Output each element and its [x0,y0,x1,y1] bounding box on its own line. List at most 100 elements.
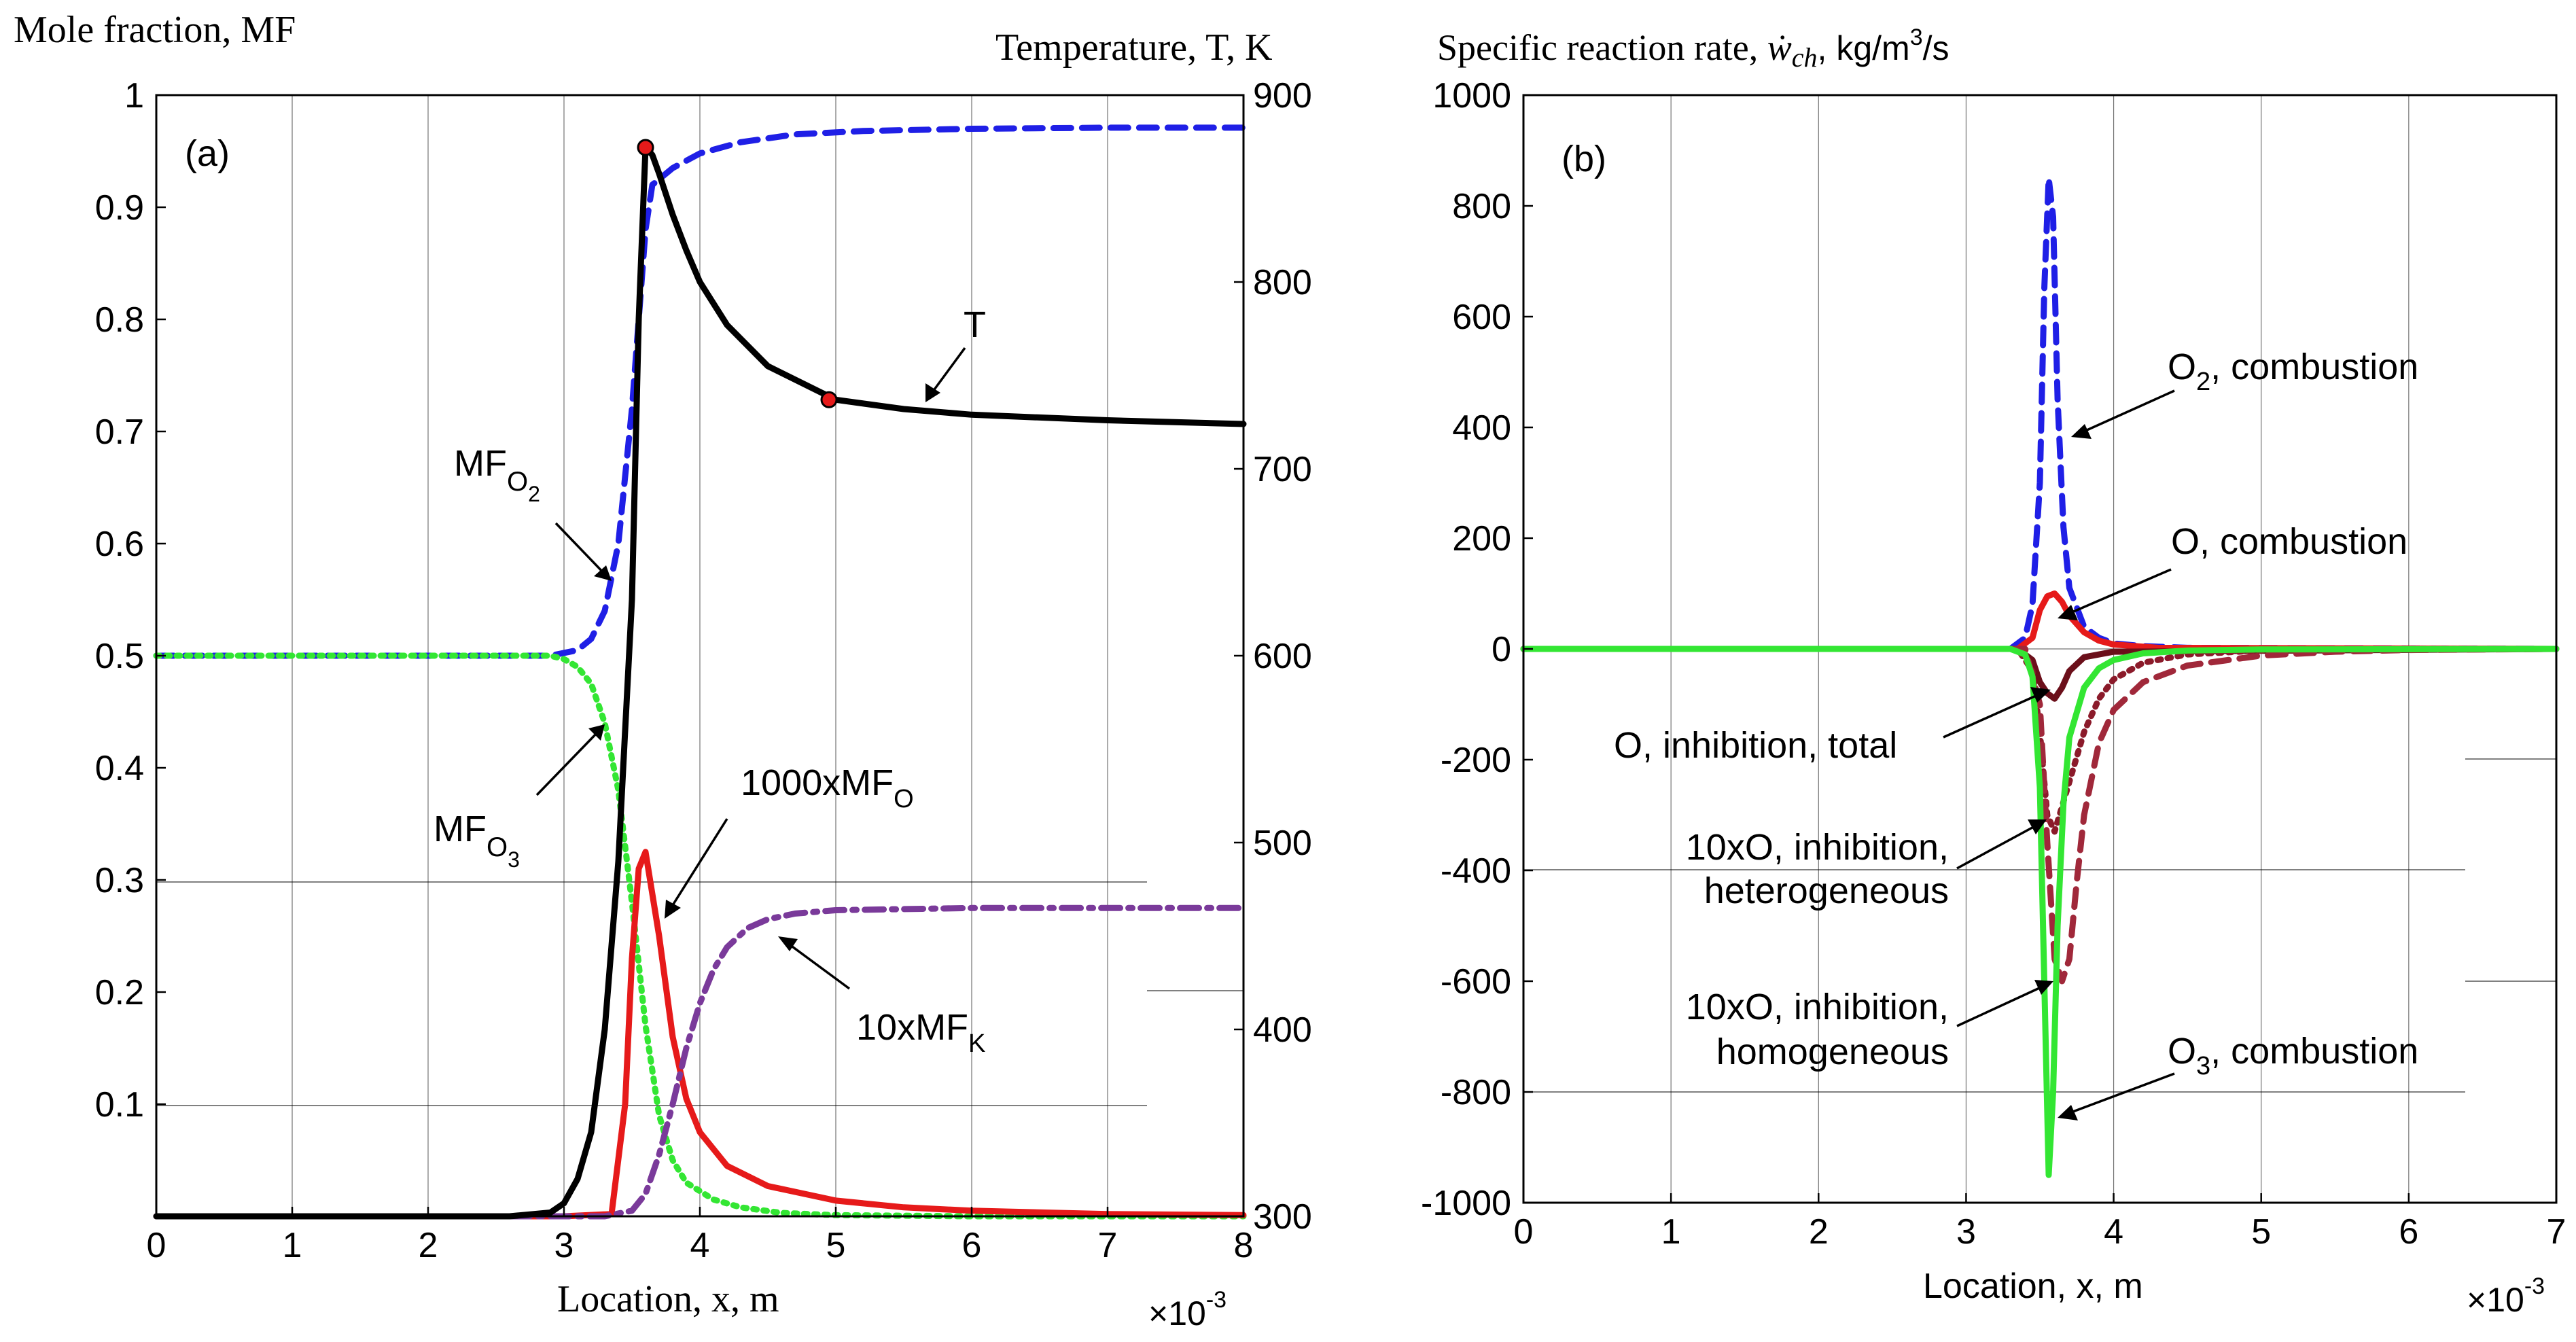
annot-10xo-hom-label: 10xO, inhibition, homogeneous [1686,987,1949,1072]
panel-a-x-mult-exp: -3 [1206,1287,1227,1313]
y-right-tick-label: 600 [1253,637,1312,676]
x-tick-label: 5 [826,1226,846,1265]
panel-a-label: (a) [185,133,230,174]
y-tick-label: 1 [124,76,144,116]
annot-10xo-hom-line2: homogeneous [1716,1031,1949,1072]
panel-b-title-symbol: ẇ [1767,27,1792,68]
panel-b-title-unit-sup: 3 [1910,24,1923,50]
annot-T-label: T [964,304,986,345]
y-right-tick-label: 800 [1253,263,1312,302]
annot-o-inhibition-total-label: O, inhibition, total [1614,725,1897,766]
y-tick-label: 0.7 [95,412,144,452]
series-line [1520,646,2560,985]
x-tick-label: 1 [1661,1212,1681,1252]
y-tick-label: 800 [1452,187,1511,226]
annot-mf-o2: MFO2 [454,443,612,581]
annot-10xo-het-line2: heterogeneous [1704,870,1949,911]
panel-a-ticks: 0 1 2 3 4 5 6 7 8 0.1 0.2 0.3 0.4 0.5 0.6 0.7 0.8 0.9 1 300… [95,76,1312,1265]
annot-10xmf-k: 10xMFK [778,936,985,1058]
y-tick-label: 0.8 [95,300,144,340]
annot-10xo-het-line1: 10xO, inhibition, [1686,827,1949,868]
series-line [153,904,1247,1220]
annot-o-combustion-label: O, combustion [2171,521,2407,562]
series-line [1520,646,2560,1178]
panel-a-grid [292,95,1108,1216]
annot-mf-o3-mf: MF [434,809,487,849]
y-right-tick-label: 300 [1253,1197,1312,1237]
y-right-tick-label: 700 [1253,450,1312,489]
annot-o2-combustion-label: O2, combustion [2168,347,2418,396]
annot-o3-o: O [2168,1031,2196,1072]
series-line [153,124,1247,659]
x-tick-label: 0 [1514,1212,1534,1252]
panel-b-x-mult-exp: -3 [2524,1273,2545,1299]
y-right-tick-label: 400 [1253,1010,1312,1050]
series-line [153,144,1247,1220]
x-tick-label: 6 [962,1226,982,1265]
annot-mf-o3-3: 3 [508,847,520,872]
y-tick-label: -200 [1441,741,1511,780]
panel-b-label: (b) [1562,139,1606,179]
annot-o2-o: O [2168,347,2196,387]
ylabel-left: Mole fraction, MF [14,9,296,51]
annot-10xmf-k-label: 10xMFK [856,1007,985,1058]
annot-1000xmf-o-main: 1000xMF [741,762,894,803]
y-right-tick-label: 500 [1253,824,1312,863]
y-tick-label: 0.1 [95,1085,144,1125]
y-tick-label: -800 [1441,1073,1511,1112]
y-right-tick-label: 900 [1253,76,1312,116]
annot-1000xmf-o-sub: O [894,785,914,813]
x-tick-label: 6 [2399,1212,2418,1252]
y-tick-label: -600 [1441,962,1511,1002]
series-line [153,652,1247,1220]
x-tick-label: 8 [1234,1226,1254,1265]
panel-b-title-unit: , kg/m [1818,29,1910,67]
panel-b-title-unit-end: /s [1923,29,1949,67]
panel-b-curves [1520,175,2560,1178]
y-tick-label: -400 [1441,851,1511,891]
y-tick-label: 0.3 [95,861,144,900]
x-tick-label: 1 [283,1226,302,1265]
panel-b-x-mult-base: ×10 [2467,1281,2524,1319]
annot-o3-3: 3 [2196,1052,2210,1080]
annot-o3-text: , combustion [2210,1031,2418,1072]
x-tick-label: 2 [419,1226,438,1265]
panel-b-ticks: 0 1 2 3 4 5 6 7 -1000 -800 -600 -400 -200 0 200 400 600 8… [1421,76,2566,1252]
y-tick-label: 200 [1452,519,1511,559]
panel-b-xlabel: Location, x, m [1923,1267,2143,1306]
x-tick-label: 3 [1956,1212,1976,1252]
annot-10xmf-k-main: 10xMF [856,1007,968,1048]
annot-o3-combustion-label: O3, combustion [2168,1031,2418,1080]
annot-1000xmf-o-label: 1000xMFO [741,762,914,813]
annot-o-combustion: O, combustion [2058,521,2407,620]
annot-mf-o3: MFO3 [434,724,605,872]
annot-o2-2: 2 [2196,368,2210,396]
y-tick-label: 0.5 [95,637,144,676]
y-tick-label: -1000 [1421,1184,1511,1223]
annot-1000xmf-o: 1000xMFO [665,762,914,919]
annot-10xo-het-label: 10xO, inhibition, heterogeneous [1686,827,1949,911]
y-tick-label: 0.2 [95,973,144,1012]
x-tick-label: 4 [690,1226,710,1265]
annot-10xo-homogeneous: 10xO, inhibition, homogeneous [1686,980,2053,1072]
ylabel-right: Temperature, T, K [995,27,1273,69]
x-tick-label: 7 [1098,1226,1118,1265]
annot-o2-combustion: O2, combustion [2071,347,2418,439]
y-tick-label: 400 [1452,408,1511,448]
annot-o3-combustion: O3, combustion [2058,1031,2418,1120]
panel-a-xlabel: Location, x, m [557,1278,779,1320]
panel-b-x-multiplier: ×10-3 [2467,1273,2545,1319]
y-tick-label: 600 [1452,298,1511,337]
x-tick-label: 2 [1809,1212,1829,1252]
panel-a-curves [153,124,1247,1220]
annot-mf-o3-label: MFO3 [434,809,520,872]
x-tick-label: 5 [2251,1212,2271,1252]
panel-a: Mole fraction, MF Temperature, T, K 0 1 2 3… [14,9,1312,1332]
annot-mf-o3-o: O [487,832,508,862]
x-tick-label: 3 [554,1226,574,1265]
panel-b-title-sub: ch [1792,42,1818,73]
data-marker [820,391,838,408]
annot-10xmf-k-sub: K [968,1029,985,1058]
y-tick-label: 0 [1492,630,1511,669]
